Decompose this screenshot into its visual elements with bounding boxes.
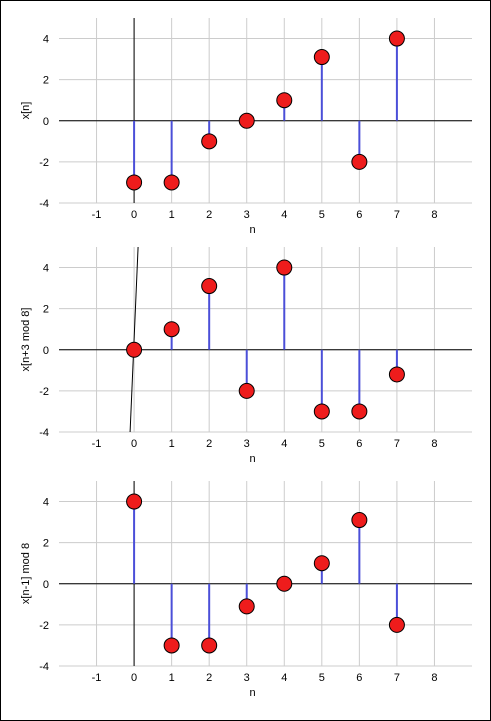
data-point-marker (351, 512, 368, 529)
y-tick-label: 0 (43, 345, 49, 357)
x-tick-label: 1 (169, 438, 175, 450)
data-point-marker (313, 49, 330, 66)
x-tick-label: 8 (431, 438, 437, 450)
y-tick-label: 0 (43, 116, 49, 128)
y-tick-label: -4 (39, 661, 49, 673)
x-axis-label: n (249, 687, 255, 699)
x-tick-label: 6 (356, 438, 362, 450)
data-point-marker (388, 30, 405, 47)
data-point-marker (238, 112, 255, 129)
data-point-marker (276, 259, 293, 276)
y-tick-label: -2 (39, 620, 49, 632)
y-tick-label: 0 (43, 579, 49, 591)
zero-line-vertical (129, 246, 139, 433)
y-tick-label: 4 (43, 263, 49, 275)
y-axis-label: x[n+3 mod 8] (20, 308, 32, 372)
stem-plot-1: -1 0 1 2 3 4 5 6 7 8 -4 -2 0 2 4 n x[n] (20, 18, 472, 236)
x-tick-label: 8 (431, 672, 437, 684)
data-point-marker (388, 616, 405, 633)
x-tick-label: 5 (319, 438, 325, 450)
data-point-marker (126, 174, 143, 191)
x-tick-label: 0 (131, 209, 137, 221)
x-tick-label: 4 (281, 672, 287, 684)
x-tick-label: 5 (319, 672, 325, 684)
x-tick-label: 4 (281, 438, 287, 450)
x-tick-label: 7 (394, 209, 400, 221)
x-tick-label: 6 (356, 209, 362, 221)
x-tick-label: 7 (394, 672, 400, 684)
y-tick-label: -2 (39, 157, 49, 169)
data-point-marker (388, 366, 405, 383)
stem-plot-3: -1 0 1 2 3 4 5 6 7 8 -4 -2 0 2 4 n x[n-1] mod 8 (20, 481, 472, 699)
y-tick-label: 2 (43, 538, 49, 550)
x-tick-label: 4 (281, 209, 287, 221)
x-tick-label: 2 (206, 209, 212, 221)
y-tick-label: 2 (43, 75, 49, 87)
x-tick-label: 3 (244, 209, 250, 221)
data-point-marker (276, 92, 293, 109)
data-point-marker (351, 403, 368, 420)
x-tick-label: 1 (169, 672, 175, 684)
x-tick-label: 2 (206, 672, 212, 684)
data-point-marker (351, 153, 368, 170)
data-point-marker (163, 174, 180, 191)
y-tick-label: -4 (39, 198, 49, 210)
data-point-marker (126, 341, 143, 358)
data-point-marker (313, 555, 330, 572)
data-point-marker (313, 403, 330, 420)
data-point-marker (163, 321, 180, 338)
data-point-marker (276, 575, 293, 592)
y-tick-label: -4 (39, 427, 49, 439)
x-tick-label: 3 (244, 672, 250, 684)
x-tick-label: 2 (206, 438, 212, 450)
x-tick-label: 0 (131, 672, 137, 684)
x-tick-label: 1 (169, 209, 175, 221)
x-tick-label: 3 (244, 438, 250, 450)
data-point-marker (126, 493, 143, 510)
y-axis-label: x[n-1] mod 8 (20, 543, 32, 604)
data-point-marker (238, 598, 255, 615)
y-tick-label: 4 (43, 497, 49, 509)
y-tick-label: -2 (39, 386, 49, 398)
x-tick-label: 5 (319, 209, 325, 221)
x-axis-label: n (249, 453, 255, 465)
data-point-marker (163, 637, 180, 654)
x-tick-label: 6 (356, 672, 362, 684)
x-tick-label: 8 (431, 209, 437, 221)
x-tick-label: 0 (131, 438, 137, 450)
y-axis-label: x[n] (20, 102, 32, 120)
data-point-marker (201, 133, 218, 150)
x-tick-label: -1 (92, 209, 102, 221)
y-tick-label: 2 (43, 304, 49, 316)
x-tick-label: -1 (92, 438, 102, 450)
y-tick-label: 4 (43, 34, 49, 46)
x-axis-label: n (249, 224, 255, 236)
x-tick-label: -1 (92, 672, 102, 684)
data-point-marker (238, 382, 255, 399)
stem-plot-2: -1 0 1 2 3 4 5 6 7 8 -4 -2 0 2 4 n x[n+3 mod 8] (20, 246, 472, 465)
data-point-marker (201, 637, 218, 654)
data-point-marker (201, 278, 218, 295)
x-tick-label: 7 (394, 438, 400, 450)
